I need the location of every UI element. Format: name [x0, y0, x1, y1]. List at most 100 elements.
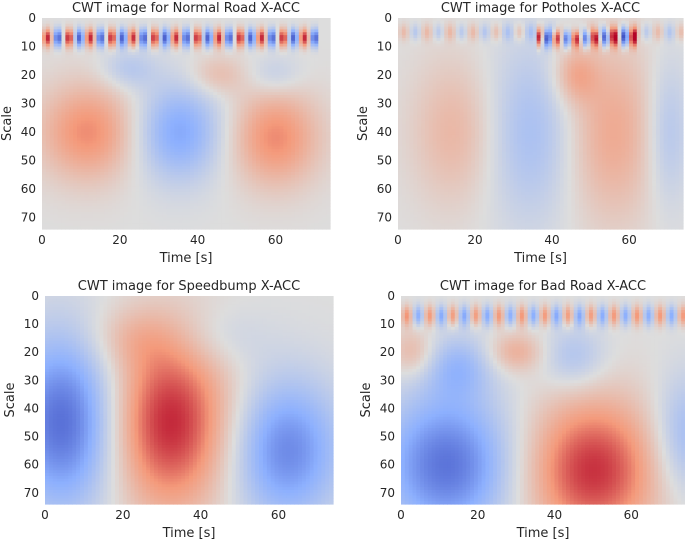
heatmap-cell: [61, 189, 66, 193]
heatmap-cell: [53, 83, 59, 88]
heatmap-cell: [186, 60, 191, 65]
heatmap-cell: [283, 77, 288, 82]
heatmap-cell: [259, 69, 265, 73]
heatmap-cell: [42, 126, 47, 130]
heatmap-cell: [267, 75, 273, 79]
heatmap-cell: [279, 43, 284, 48]
heatmap-cell: [139, 134, 144, 139]
heatmap-cell: [267, 18, 273, 22]
heatmap-cell: [224, 92, 230, 96]
heatmap-cell: [236, 143, 242, 147]
heatmap-cell: [65, 123, 70, 127]
heatmap-cell: [256, 18, 261, 22]
heatmap-cell: [263, 35, 269, 39]
heatmap-cell: [224, 129, 230, 133]
heatmap-cell: [232, 69, 238, 73]
heatmap-cell: [263, 55, 269, 59]
heatmap-cell: [104, 177, 109, 182]
heatmap-cell: [267, 120, 273, 125]
heatmap-cell: [248, 166, 253, 170]
heatmap-cell: [143, 191, 148, 196]
heatmap-cell: [318, 77, 323, 82]
heatmap-cell: [186, 106, 191, 110]
heatmap-cell: [279, 40, 284, 45]
heatmap-cell: [135, 49, 140, 53]
heatmap-cell: [201, 166, 207, 170]
heatmap-cell: [314, 160, 319, 165]
heatmap-cell: [150, 89, 156, 93]
heatmap-cell: [49, 169, 55, 173]
heatmap-cell: [65, 146, 70, 150]
heatmap-cell: [322, 149, 327, 153]
heatmap-cell: [139, 80, 144, 85]
heatmap-cell: [217, 123, 222, 127]
heatmap-cell: [232, 63, 238, 68]
heatmap-cell: [302, 106, 308, 110]
heatmap-cell: [61, 106, 66, 110]
heatmap-cell: [248, 75, 253, 79]
heatmap-cell: [267, 32, 273, 36]
heatmap-cell: [252, 189, 257, 193]
heatmap-cell: [96, 146, 101, 150]
heatmap-cell: [186, 114, 191, 119]
heatmap-cell: [205, 123, 210, 127]
heatmap-cell: [193, 189, 199, 193]
heatmap-cell: [61, 40, 66, 45]
heatmap-cell: [228, 83, 234, 88]
heatmap-cell: [197, 106, 203, 110]
heatmap-cell: [326, 146, 331, 150]
heatmap-cell: [236, 114, 242, 119]
heatmap-cell: [291, 66, 296, 70]
heatmap-cell: [189, 112, 195, 116]
heatmap-cell: [73, 77, 78, 82]
heatmap-cell: [154, 97, 160, 102]
heatmap-cell: [112, 117, 117, 122]
heatmap-cell: [205, 160, 210, 165]
heatmap-cell: [77, 177, 82, 182]
heatmap-cell: [318, 18, 323, 22]
heatmap-cell: [326, 171, 331, 176]
heatmap-cell: [259, 18, 265, 22]
heatmap-cell: [271, 137, 277, 142]
heatmap-cell: [80, 160, 86, 165]
heatmap-cell: [166, 174, 172, 179]
heatmap-cell: [53, 117, 59, 122]
heatmap-cell: [49, 86, 55, 90]
heatmap-cell: [318, 80, 323, 85]
heatmap-cell: [123, 134, 129, 139]
heatmap-cell: [45, 40, 51, 45]
heatmap-cell: [314, 72, 319, 76]
heatmap-cell: [186, 109, 191, 113]
heatmap-cell: [42, 80, 47, 85]
heatmap-cell: [318, 123, 323, 127]
heatmap-cell: [166, 46, 172, 50]
heatmap-cell: [170, 46, 175, 50]
heatmap-cell: [77, 134, 82, 139]
heatmap-cell: [61, 157, 66, 162]
heatmap-cell: [147, 49, 152, 53]
heatmap-cell: [135, 112, 140, 116]
heatmap-cell: [201, 83, 207, 88]
heatmap-cell: [217, 126, 222, 130]
heatmap-cell: [256, 152, 261, 156]
heatmap-cell: [186, 46, 191, 50]
heatmap-cell: [119, 94, 125, 99]
heatmap-cell: [92, 52, 98, 56]
heatmap-cell: [170, 55, 175, 59]
heatmap-cell: [127, 154, 133, 159]
heatmap-cell: [77, 94, 82, 99]
heatmap-cell: [302, 55, 308, 59]
heatmap-cell: [77, 20, 82, 25]
heatmap-cell: [127, 143, 133, 147]
heatmap-cell: [240, 43, 245, 48]
heatmap-cell: [267, 183, 273, 187]
heatmap-cell: [65, 106, 70, 110]
heatmap-cell: [209, 103, 214, 107]
heatmap-cell: [209, 94, 214, 99]
heatmap-cell: [209, 191, 214, 196]
heatmap-cell: [80, 126, 86, 130]
heatmap-cell: [162, 94, 168, 99]
heatmap-cell: [267, 140, 273, 145]
heatmap-cell: [73, 26, 78, 30]
heatmap-cell: [209, 132, 214, 136]
